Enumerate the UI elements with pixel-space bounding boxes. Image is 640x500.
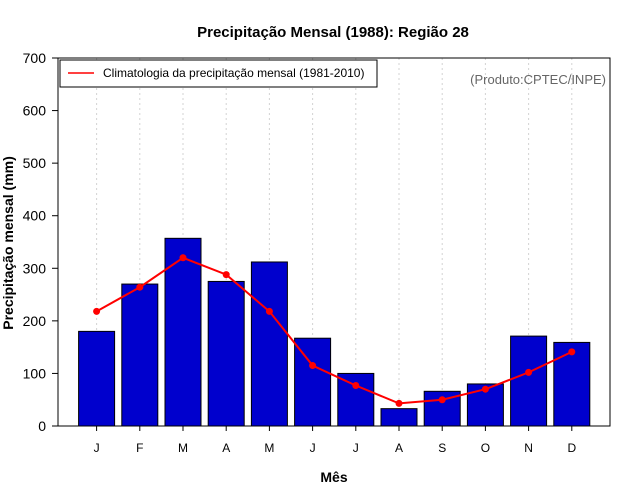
climatology-point-2 xyxy=(136,283,144,291)
climatology-line xyxy=(96,256,573,405)
y-tick-label-100: 100 xyxy=(23,365,47,381)
bar-7 xyxy=(337,372,375,427)
y-tick-label-500: 500 xyxy=(23,155,47,171)
climatology-point-4 xyxy=(222,271,230,279)
climatology-point-10 xyxy=(481,385,489,393)
chart-title: Precipitação Mensal (1988): Região 28 xyxy=(197,24,469,41)
x-tick-label-5: M xyxy=(264,441,274,455)
x-axis-label: Mês xyxy=(320,469,347,485)
climatology-point-1 xyxy=(93,307,101,315)
bar-1 xyxy=(78,330,116,427)
x-tick-label-4: A xyxy=(222,441,230,455)
y-tick-label-600: 600 xyxy=(23,103,47,119)
bar-8 xyxy=(380,408,418,427)
legend-entry-climatology: Climatologia da precipitação mensal (198… xyxy=(103,66,364,80)
x-tick-label-10: O xyxy=(481,441,490,455)
climatology-point-12 xyxy=(568,348,576,356)
climatology-point-3 xyxy=(179,254,187,262)
y-tick-label-200: 200 xyxy=(23,313,47,329)
x-tick-label-7: J xyxy=(353,441,359,455)
y-axis: 0 100 200 300 400 500 600 700 xyxy=(23,50,58,434)
y-axis-label: Precipitação mensal (mm) xyxy=(0,156,16,330)
x-tick-label-6: J xyxy=(310,441,316,455)
climatology-point-9 xyxy=(438,396,446,404)
x-tick-label-3: M xyxy=(178,441,188,455)
climatology-point-7 xyxy=(352,382,360,390)
credit-annotation: (Produto:CPTEC/INPE) xyxy=(470,72,606,87)
x-tick-label-1: J xyxy=(94,441,100,455)
x-tick-label-11: N xyxy=(524,441,533,455)
bar-11 xyxy=(510,335,548,427)
bar-12 xyxy=(553,341,591,427)
plot-frame xyxy=(57,57,611,427)
bar-series xyxy=(78,237,591,427)
legend: Climatologia da precipitação mensal (198… xyxy=(59,59,378,88)
x-tick-label-9: S xyxy=(438,441,446,455)
climatology-point-11 xyxy=(525,368,533,376)
bar-4 xyxy=(207,280,245,427)
x-tick-label-12: D xyxy=(567,441,576,455)
climatology-point-8 xyxy=(395,399,403,407)
y-tick-label-700: 700 xyxy=(23,50,47,66)
y-tick-label-400: 400 xyxy=(23,208,47,224)
y-tick-label-300: 300 xyxy=(23,260,47,276)
climatology-series xyxy=(93,254,576,407)
bar-3 xyxy=(164,237,202,427)
x-tick-label-8: A xyxy=(395,441,403,455)
x-tick-label-2: F xyxy=(136,441,143,455)
climatology-point-5 xyxy=(265,307,273,315)
y-tick-label-0: 0 xyxy=(38,418,46,434)
bar-5 xyxy=(250,261,288,427)
bar-6 xyxy=(294,337,332,427)
legend-box xyxy=(59,59,378,88)
climatology-point-6 xyxy=(309,362,317,370)
bar-2 xyxy=(121,283,159,427)
